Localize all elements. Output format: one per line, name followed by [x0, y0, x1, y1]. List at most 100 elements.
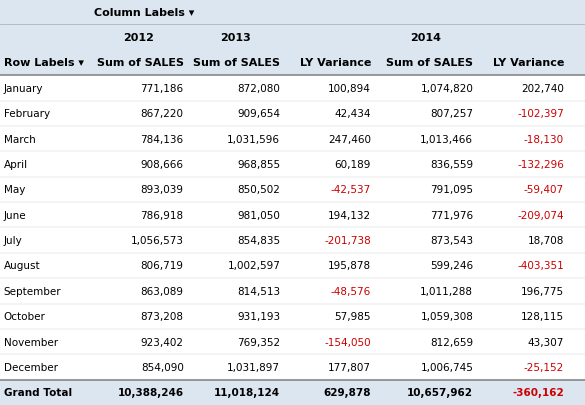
Text: Row Labels ▾: Row Labels ▾: [4, 58, 84, 68]
Text: 863,089: 863,089: [140, 286, 184, 296]
Text: 812,659: 812,659: [430, 337, 473, 347]
Text: June: June: [4, 210, 26, 220]
Bar: [0, 202, 585, 228]
Text: 968,855: 968,855: [237, 160, 280, 170]
Text: November: November: [4, 337, 58, 347]
Text: 854,835: 854,835: [237, 235, 280, 245]
Bar: [0, 380, 585, 405]
Text: September: September: [4, 286, 61, 296]
Text: LY Variance: LY Variance: [300, 58, 371, 68]
Text: December: December: [4, 362, 57, 372]
Text: Sum of SALES: Sum of SALES: [97, 58, 184, 68]
Text: 1,002,597: 1,002,597: [228, 261, 280, 271]
Text: -209,074: -209,074: [517, 210, 564, 220]
Text: 177,807: 177,807: [328, 362, 371, 372]
Text: 1,031,897: 1,031,897: [227, 362, 280, 372]
Text: 202,740: 202,740: [521, 83, 564, 94]
Text: 196,775: 196,775: [521, 286, 564, 296]
Text: 836,559: 836,559: [430, 160, 473, 170]
Text: 807,257: 807,257: [430, 109, 473, 119]
Bar: [0, 177, 585, 202]
Text: 923,402: 923,402: [140, 337, 184, 347]
Bar: [0, 304, 585, 329]
Text: 850,502: 850,502: [238, 185, 280, 195]
Text: -25,152: -25,152: [524, 362, 564, 372]
Bar: [0, 76, 585, 101]
Text: -48,576: -48,576: [331, 286, 371, 296]
Text: -132,296: -132,296: [517, 160, 564, 170]
Bar: [0, 51, 585, 76]
Text: Grand Total: Grand Total: [4, 387, 71, 397]
Text: 2013: 2013: [220, 33, 251, 43]
Bar: [0, 0, 585, 26]
Text: 194,132: 194,132: [328, 210, 371, 220]
Text: 771,976: 771,976: [430, 210, 473, 220]
Text: 873,208: 873,208: [140, 311, 184, 322]
Text: 1,013,466: 1,013,466: [420, 134, 473, 144]
Text: Column Labels ▾: Column Labels ▾: [94, 8, 194, 18]
Text: -102,397: -102,397: [517, 109, 564, 119]
Text: 814,513: 814,513: [237, 286, 280, 296]
Text: 57,985: 57,985: [335, 311, 371, 322]
Text: 18,708: 18,708: [528, 235, 564, 245]
Text: 42,434: 42,434: [335, 109, 371, 119]
Bar: [0, 253, 585, 279]
Text: 100,894: 100,894: [328, 83, 371, 94]
Bar: [0, 279, 585, 304]
Text: -403,351: -403,351: [517, 261, 564, 271]
Text: 791,095: 791,095: [430, 185, 473, 195]
Text: -154,050: -154,050: [324, 337, 371, 347]
Text: -201,738: -201,738: [324, 235, 371, 245]
Text: 867,220: 867,220: [140, 109, 184, 119]
Text: February: February: [4, 109, 50, 119]
Bar: [0, 26, 585, 51]
Text: July: July: [4, 235, 22, 245]
Text: March: March: [4, 134, 35, 144]
Text: 854,090: 854,090: [141, 362, 184, 372]
Text: 629,878: 629,878: [324, 387, 371, 397]
Text: August: August: [4, 261, 40, 271]
Text: 60,189: 60,189: [335, 160, 371, 170]
Text: 1,006,745: 1,006,745: [421, 362, 473, 372]
Text: 769,352: 769,352: [237, 337, 280, 347]
Text: 786,918: 786,918: [140, 210, 184, 220]
Text: 1,056,573: 1,056,573: [130, 235, 184, 245]
Text: 872,080: 872,080: [238, 83, 280, 94]
Text: Sum of SALES: Sum of SALES: [193, 58, 280, 68]
Text: -59,407: -59,407: [524, 185, 564, 195]
Text: 909,654: 909,654: [237, 109, 280, 119]
Text: 10,657,962: 10,657,962: [407, 387, 473, 397]
Bar: [0, 101, 585, 126]
Text: 893,039: 893,039: [140, 185, 184, 195]
Text: 2014: 2014: [410, 33, 441, 43]
Text: 247,460: 247,460: [328, 134, 371, 144]
Text: 195,878: 195,878: [328, 261, 371, 271]
Bar: [0, 152, 585, 177]
Text: 771,186: 771,186: [140, 83, 184, 94]
Text: 1,031,596: 1,031,596: [227, 134, 280, 144]
Text: -18,130: -18,130: [524, 134, 564, 144]
Text: 43,307: 43,307: [528, 337, 564, 347]
Text: -360,162: -360,162: [512, 387, 564, 397]
Text: 806,719: 806,719: [140, 261, 184, 271]
Text: 2012: 2012: [123, 33, 154, 43]
Bar: [0, 228, 585, 253]
Text: Sum of SALES: Sum of SALES: [386, 58, 473, 68]
Text: 931,193: 931,193: [237, 311, 280, 322]
Text: LY Variance: LY Variance: [493, 58, 564, 68]
Bar: [0, 354, 585, 380]
Text: -42,537: -42,537: [331, 185, 371, 195]
Text: 873,543: 873,543: [430, 235, 473, 245]
Text: 1,074,820: 1,074,820: [421, 83, 473, 94]
Text: 128,115: 128,115: [521, 311, 564, 322]
Text: 10,388,246: 10,388,246: [118, 387, 184, 397]
Text: 908,666: 908,666: [140, 160, 184, 170]
Text: April: April: [4, 160, 27, 170]
Text: 981,050: 981,050: [238, 210, 280, 220]
Text: 784,136: 784,136: [140, 134, 184, 144]
Text: January: January: [4, 83, 43, 94]
Bar: [0, 329, 585, 354]
Text: 1,059,308: 1,059,308: [421, 311, 473, 322]
Text: 599,246: 599,246: [430, 261, 473, 271]
Text: October: October: [4, 311, 46, 322]
